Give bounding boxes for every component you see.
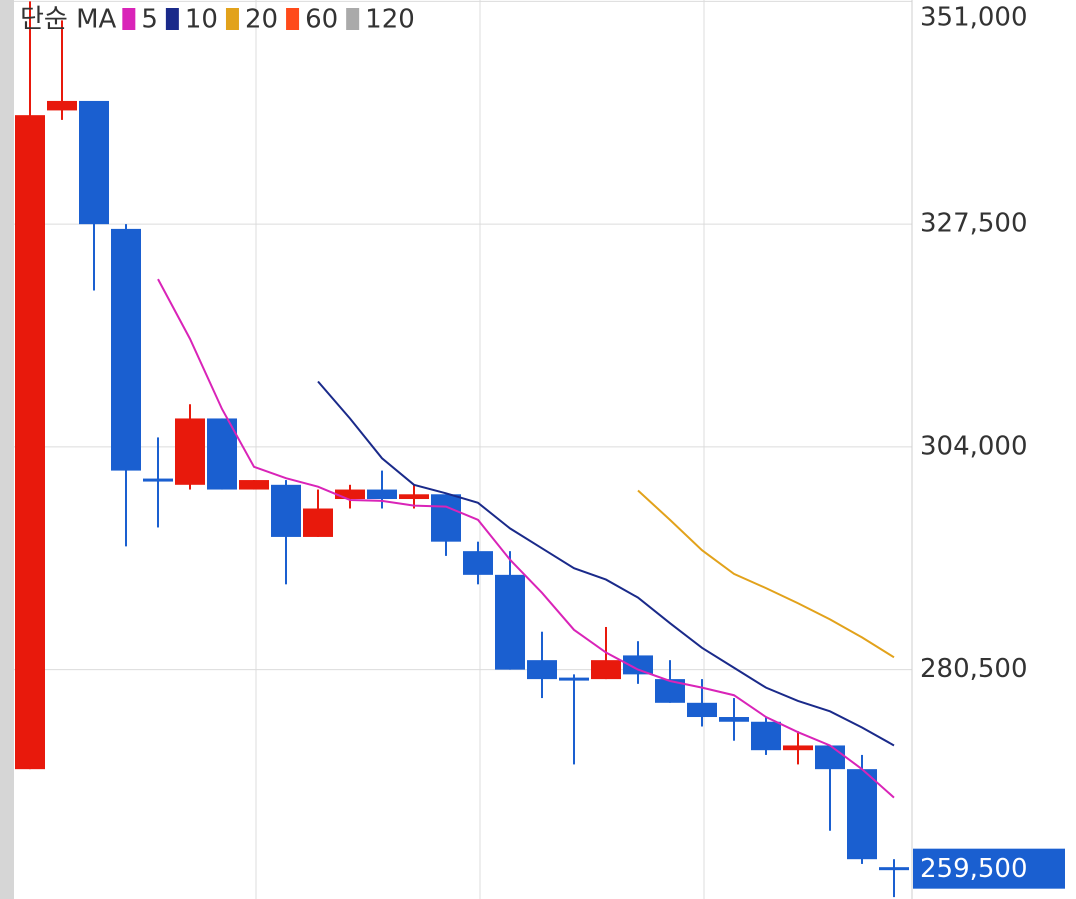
candle-body <box>751 721 781 751</box>
candle-body <box>623 655 653 675</box>
candle-body <box>687 702 717 718</box>
labels: 351,000 327,500 304,000 280,500 259,500 <box>913 3 1065 889</box>
y-tick-label: 304,000 <box>920 431 1028 461</box>
y-tick-label: 280,500 <box>920 654 1028 684</box>
legend-swatch <box>165 8 179 30</box>
legend-swatch <box>346 8 360 30</box>
candle-body <box>463 551 493 575</box>
current-price-label: 259,500 <box>920 854 1028 884</box>
candle-body <box>495 574 525 670</box>
ma-line <box>157 278 895 799</box>
candle-body <box>431 494 461 542</box>
candle-body <box>303 508 333 537</box>
candle-body <box>847 769 877 860</box>
legend-label: 5 <box>141 5 158 35</box>
grid <box>14 0 912 899</box>
candle-body <box>47 100 77 111</box>
marks <box>15 1 909 898</box>
legend-label: 120 <box>365 5 415 35</box>
candle-body <box>399 494 429 500</box>
legend-swatch <box>122 8 136 30</box>
y-tick-label: 327,500 <box>920 209 1028 239</box>
y-tick-label: 351,000 <box>920 3 1028 33</box>
candle-body <box>111 228 141 471</box>
candle-body <box>815 745 845 770</box>
candle-body <box>367 489 397 500</box>
candle-body <box>559 677 589 681</box>
candle-body <box>783 745 813 751</box>
candle-body <box>239 480 269 490</box>
candle-body <box>527 660 557 680</box>
candle-body <box>879 867 909 871</box>
current-price-box <box>913 848 1065 889</box>
legend-swatch <box>225 8 239 30</box>
legend-label: 60 <box>305 5 338 35</box>
candle-body <box>79 100 109 225</box>
legend-swatch <box>286 8 300 30</box>
legend: 단순 MA 5 10 20 60 120 <box>20 5 415 35</box>
candle-body <box>143 478 173 482</box>
candle-body <box>175 418 205 485</box>
candle-body <box>719 717 749 722</box>
candle-body <box>335 489 365 500</box>
legend-label: 20 <box>245 5 278 35</box>
left-border <box>0 0 14 899</box>
candle-body <box>655 679 685 703</box>
candle-body <box>591 660 621 680</box>
candle-body <box>15 115 45 770</box>
ma-line <box>317 380 895 747</box>
candle-body <box>207 418 237 490</box>
ma-line <box>637 489 895 659</box>
legend-title: 단순 MA <box>20 5 117 35</box>
legend-label: 10 <box>185 5 218 35</box>
candle-body <box>271 484 301 537</box>
